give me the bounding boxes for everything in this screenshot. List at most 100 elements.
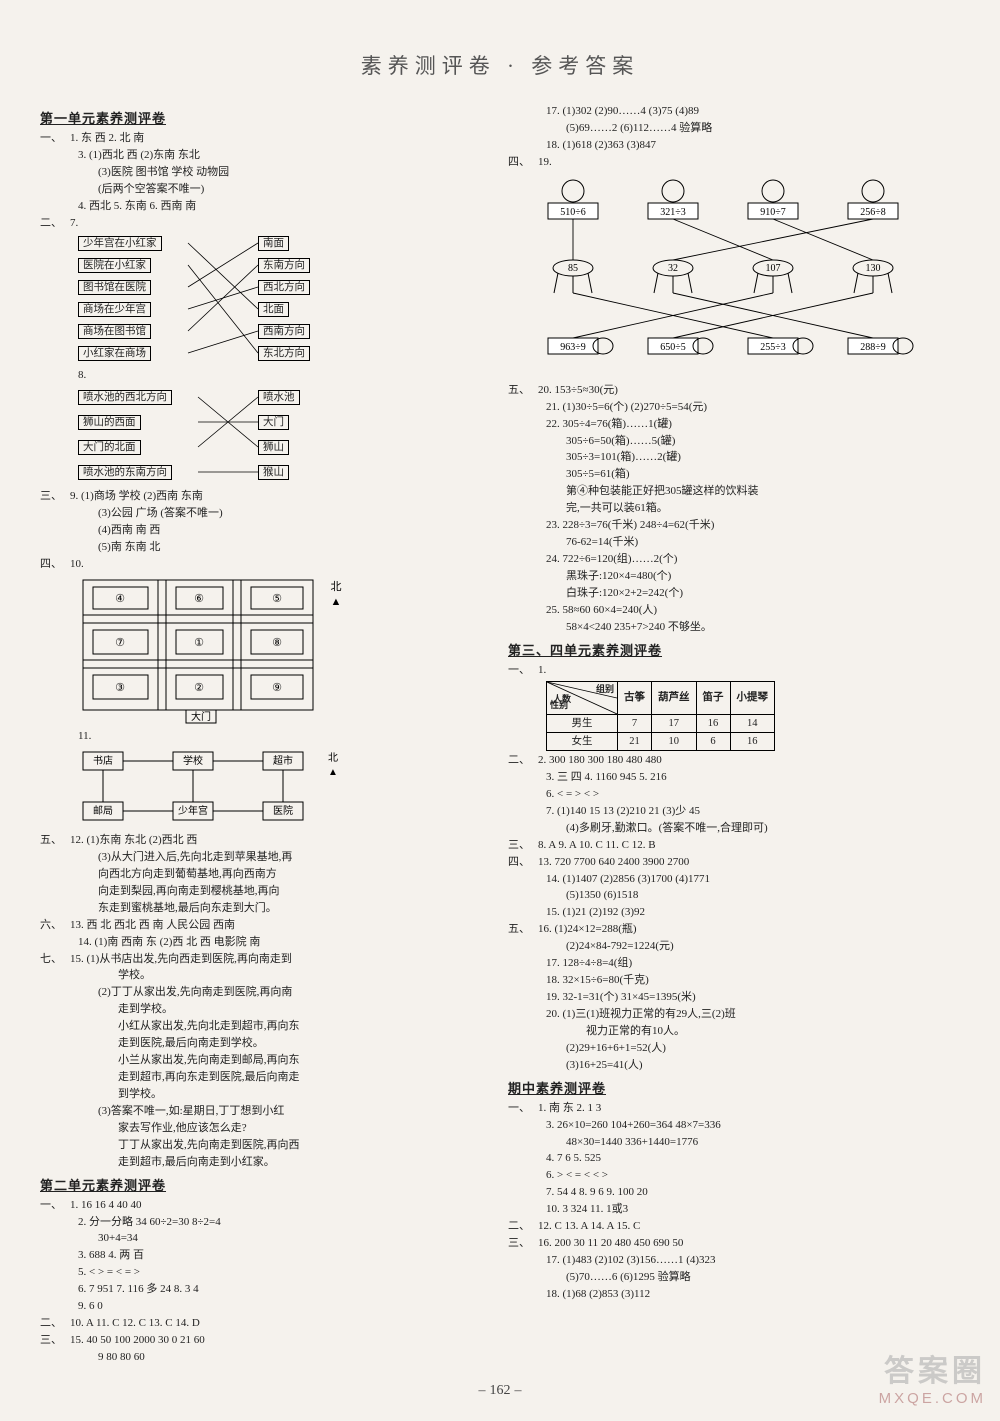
answer-line: 走到医院,最后向南走到学校。 (118, 1036, 490, 1052)
answer-line: 25. 58≈60 60×4=240(人) (546, 603, 958, 619)
answer-line: 东走到蜜桃基地,最后向东走到大门。 (98, 901, 490, 917)
page-number-value: 162 (490, 1383, 511, 1398)
answer-line: 到学校。 (118, 1087, 490, 1103)
expr: 256÷8 (860, 207, 886, 218)
col-header: 小提琴 (730, 681, 775, 714)
answer-line: (4)西南 南 西 (98, 523, 490, 539)
section-label: 二、 (40, 1316, 70, 1332)
north-label: 北 (328, 752, 338, 764)
answer-line: 3. 26×10=260 104+260=364 48×7=336 (546, 1118, 958, 1134)
answer-line: 家去写作业,他应该怎么走? (118, 1121, 490, 1137)
section-label: 四、 (508, 855, 538, 871)
cell: 16 (730, 732, 775, 750)
node-label: 学校 (183, 754, 203, 767)
match-left: 少年宫在小红家 (78, 236, 162, 251)
answer-text: 16. 200 30 11 20 480 450 690 50 (538, 1237, 683, 1249)
answer-line: 24. 722÷6=120(组)……2(个) (546, 552, 958, 568)
q-number: 7. (70, 216, 92, 232)
answer-line: 76-62=14(千米) (566, 535, 958, 551)
answer-line: (3)16+25=41(人) (566, 1058, 958, 1074)
q-number: 1. (538, 663, 560, 679)
answer-line: 11. (78, 729, 490, 745)
answer-line: 305÷3=101(箱)……2(罐) (566, 450, 958, 466)
section-label: 一、 (40, 1198, 70, 1214)
section-label: 三、 (508, 838, 538, 854)
answer-line: 二、10. A 11. C 12. C 13. C 14. D (40, 1316, 490, 1332)
node-label: 书店 (93, 754, 113, 767)
answer-line: 20. (1)三(1)班视力正常的有29人,三(2)班 (546, 1007, 958, 1023)
answer-line: (5)69……2 (6)112……4 验算略 (566, 121, 958, 137)
answer-line: 17. (1)302 (2)90……4 (3)75 (4)89 (546, 104, 958, 120)
answer-line: 四、19. (508, 155, 958, 171)
cell: 17 (652, 714, 697, 732)
match-right: 喷水池 (258, 390, 300, 405)
answer-line: (5)南 东南 北 (98, 540, 490, 556)
gate-label: 大门 (191, 710, 211, 723)
unit2-title: 第二单元素养测评卷 (40, 1177, 490, 1196)
stool-val: 130 (866, 263, 881, 274)
answer-line: (2)24×84-792=1224(元) (566, 939, 958, 955)
grid-cell: ② (194, 682, 204, 694)
q8-matching-diagram: 喷水池的西北方向喷水池 狮山的西面大门 大门的北面狮山 喷水池的东南方向猴山 (78, 385, 490, 485)
node-label: 邮局 (93, 804, 113, 817)
answer-line: (3)从大门进入后,先向北走到苹果基地,再 (98, 850, 490, 866)
answer-line: (2)丁丁从家出发,先向南走到医院,再向南 (98, 985, 490, 1001)
answer-line: 8. (78, 368, 490, 384)
node-label: 医院 (273, 804, 293, 817)
answer-line: (3)答案不唯一,如:星期日,丁丁想到小红 (98, 1104, 490, 1120)
answer-line: 第④种包装能正好把305罐这样的饮料装 (566, 484, 958, 500)
answer-line: 58×4<240 235+7>240 不够坐。 (566, 620, 958, 636)
answer-line: 三、16. 200 30 11 20 480 450 690 50 (508, 1236, 958, 1252)
page-title: 素养测评卷 · 参考答案 (40, 50, 960, 80)
section-label: 七、 (40, 952, 70, 968)
answer-line: 向西北方向走到葡萄基地,再向西南方 (98, 867, 490, 883)
answer-text: 15. (1)从书店出发,先向西走到医院,再向南走到 (70, 953, 292, 965)
answer-line: 黑珠子:120×4=480(个) (566, 569, 958, 585)
match-right: 狮山 (258, 440, 289, 455)
cell: 7 (618, 714, 652, 732)
answer-text: 20. 153÷5≈30(元) (538, 384, 618, 396)
answer-text: 13. 西 北 西北 西 南 人民公园 西南 (70, 919, 235, 931)
answer-line: 4. 7 6 5. 525 (546, 1151, 958, 1167)
unit1-title: 第一单元素养测评卷 (40, 110, 490, 129)
unit34-title: 第三、四单元素养测评卷 (508, 642, 958, 661)
cell: 6 (696, 732, 730, 750)
table-row: 女生 21 10 6 16 (547, 732, 775, 750)
match-left: 医院在小红家 (78, 258, 151, 273)
answer-text: 16. (1)24×12=288(瓶) (538, 923, 637, 935)
answer-line: 19. 32-1=31(个) 31×45=1395(米) (546, 990, 958, 1006)
match-right: 东南方向 (258, 258, 310, 273)
col-header: 葫芦丝 (652, 681, 697, 714)
answer-text: 1. 南 东 2. 1 3 (538, 1102, 601, 1114)
section-label: 三、 (40, 1333, 70, 1349)
answer-line: (4)多刷牙,勤漱口。(答案不唯一,合理即可) (566, 821, 958, 837)
answer-line: 7. (1)140 15 13 (2)210 21 (3)少 45 (546, 804, 958, 820)
answer-line: 7. 54 4 8. 9 6 9. 100 20 (546, 1185, 958, 1201)
match-right: 北面 (258, 302, 289, 317)
answer-line: 18. 32×15÷6=80(千克) (546, 973, 958, 989)
answer-text: 9. (1)商场 学校 (2)西南 东南 (70, 490, 203, 502)
answer-text: 13. 720 7700 640 2400 3900 2700 (538, 856, 689, 868)
answer-line: 3. 688 4. 两 百 (78, 1248, 490, 1264)
answer-line: 一、1. (508, 663, 958, 679)
answer-text: 1. 16 16 4 40 40 (70, 1199, 142, 1211)
grid-cell: ① (194, 637, 204, 649)
answer-line: 丁丁从家出发,先向南走到医院,再向西 (118, 1138, 490, 1154)
match-left: 商场在少年宫 (78, 302, 151, 317)
answer-line: 二、12. C 13. A 14. A 15. C (508, 1219, 958, 1235)
answer-line: 3. (1)西北 西 (2)东南 东北 (78, 148, 490, 164)
answer-line: 五、12. (1)东南 东北 (2)西北 西 (40, 833, 490, 849)
cell: 10 (652, 732, 697, 750)
answer-line: 五、20. 153÷5≈30(元) (508, 383, 958, 399)
match-left: 喷水池的东南方向 (78, 465, 172, 480)
q19-matching-figure: 510÷6 321÷3 910÷7 256÷8 85 32 107 130 (518, 173, 958, 379)
match-right: 南面 (258, 236, 289, 251)
north-arrow-icon: ▲ (328, 767, 338, 778)
answer-line: 学校。 (118, 968, 490, 984)
match-left: 喷水池的西北方向 (78, 390, 172, 405)
answer-line: 305÷5=61(箱) (566, 467, 958, 483)
section-label: 一、 (508, 1101, 538, 1117)
expr: 963÷9 (560, 342, 586, 353)
answer-line: 一、1. 16 16 4 40 40 (40, 1198, 490, 1214)
expr: 255÷3 (760, 342, 786, 353)
